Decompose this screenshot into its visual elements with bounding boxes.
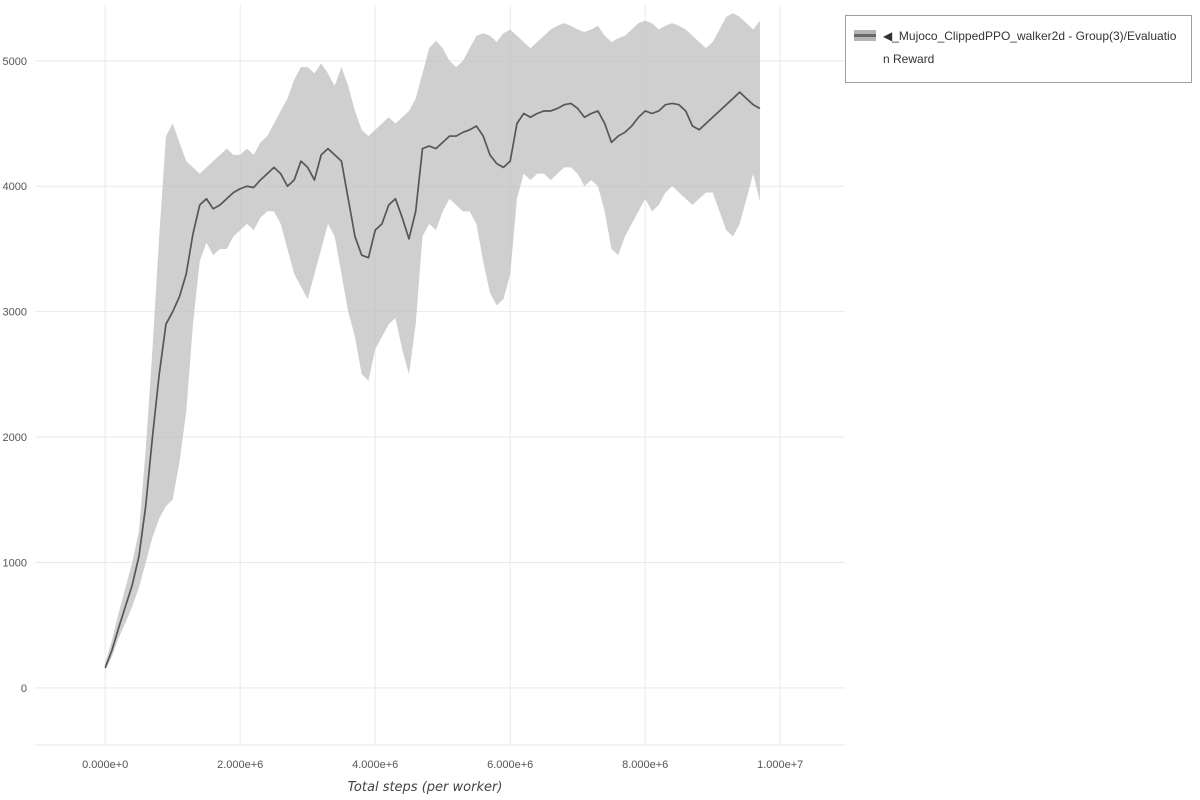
y-tick-label: 5000: [3, 56, 27, 68]
y-tick-label: 4000: [3, 181, 27, 193]
y-tick-label: 0: [21, 683, 27, 695]
x-tick-label: 4.000e+6: [352, 759, 398, 771]
confidence-band: [105, 13, 760, 671]
mean-line: [104, 91, 761, 669]
x-tick-label: 2.000e+6: [217, 759, 263, 771]
x-tick-label: 1.000e+7: [757, 759, 803, 771]
legend-box: ◀_Mujoco_ClippedPPO_walker2d - Group(3)/…: [845, 15, 1192, 83]
x-tick-label: 0.000e+0: [82, 759, 128, 771]
legend-band-icon: [854, 30, 876, 41]
legend-series-label: ◀_Mujoco_ClippedPPO_walker2d - Group(3)/…: [883, 29, 1177, 66]
y-tick-label: 1000: [3, 558, 27, 570]
legend-line-icon: [854, 34, 876, 37]
x-tick-label: 6.000e+6: [487, 759, 533, 771]
legend-item[interactable]: ◀_Mujoco_ClippedPPO_walker2d - Group(3)/…: [854, 25, 1183, 71]
x-axis-label: Total steps (per worker): [347, 780, 503, 795]
y-tick-label: 3000: [3, 307, 27, 319]
x-tick-label: 8.000e+6: [622, 759, 668, 771]
y-tick-label: 2000: [3, 432, 27, 444]
